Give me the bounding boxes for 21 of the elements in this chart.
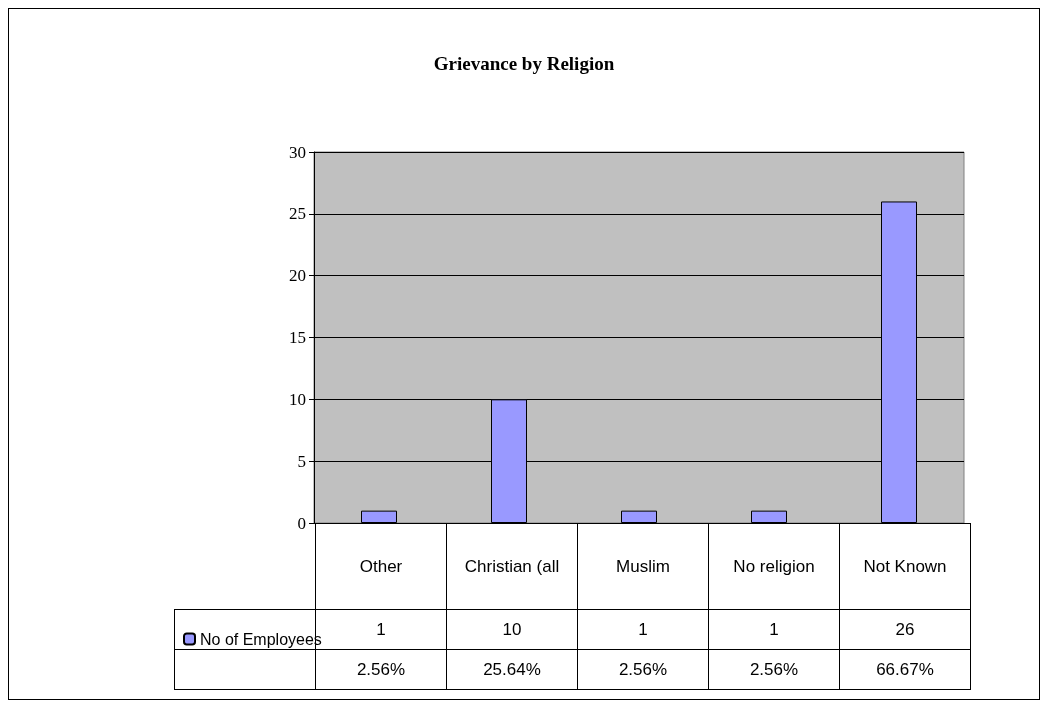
y-tick-label: 25 <box>289 204 306 224</box>
bar <box>361 510 397 523</box>
chart-title: Grievance by Religion <box>433 53 615 74</box>
x-tick-label: Muslim <box>577 523 709 610</box>
y-tick-label: 10 <box>289 389 306 409</box>
data-label: 1 <box>708 609 840 650</box>
x-tick-label: Christian (all <box>446 523 578 610</box>
y-tick-label: 20 <box>289 266 306 286</box>
y-tick-label: 30 <box>289 142 306 162</box>
y-tick-label: 15 <box>289 328 306 347</box>
bar <box>621 510 657 523</box>
y-tick-label: 5 <box>297 451 306 471</box>
y-tick-label: 0 <box>297 513 306 533</box>
data-label: 26 <box>839 609 971 650</box>
data-label: 1 <box>376 619 386 639</box>
data-label: 10 <box>446 609 578 650</box>
x-tick-label: Other <box>315 523 447 610</box>
bar <box>751 510 787 523</box>
x-tick-label: Not Known <box>839 523 971 610</box>
x-tick-label: No religion <box>708 523 840 610</box>
data-label: 1 <box>577 609 709 650</box>
